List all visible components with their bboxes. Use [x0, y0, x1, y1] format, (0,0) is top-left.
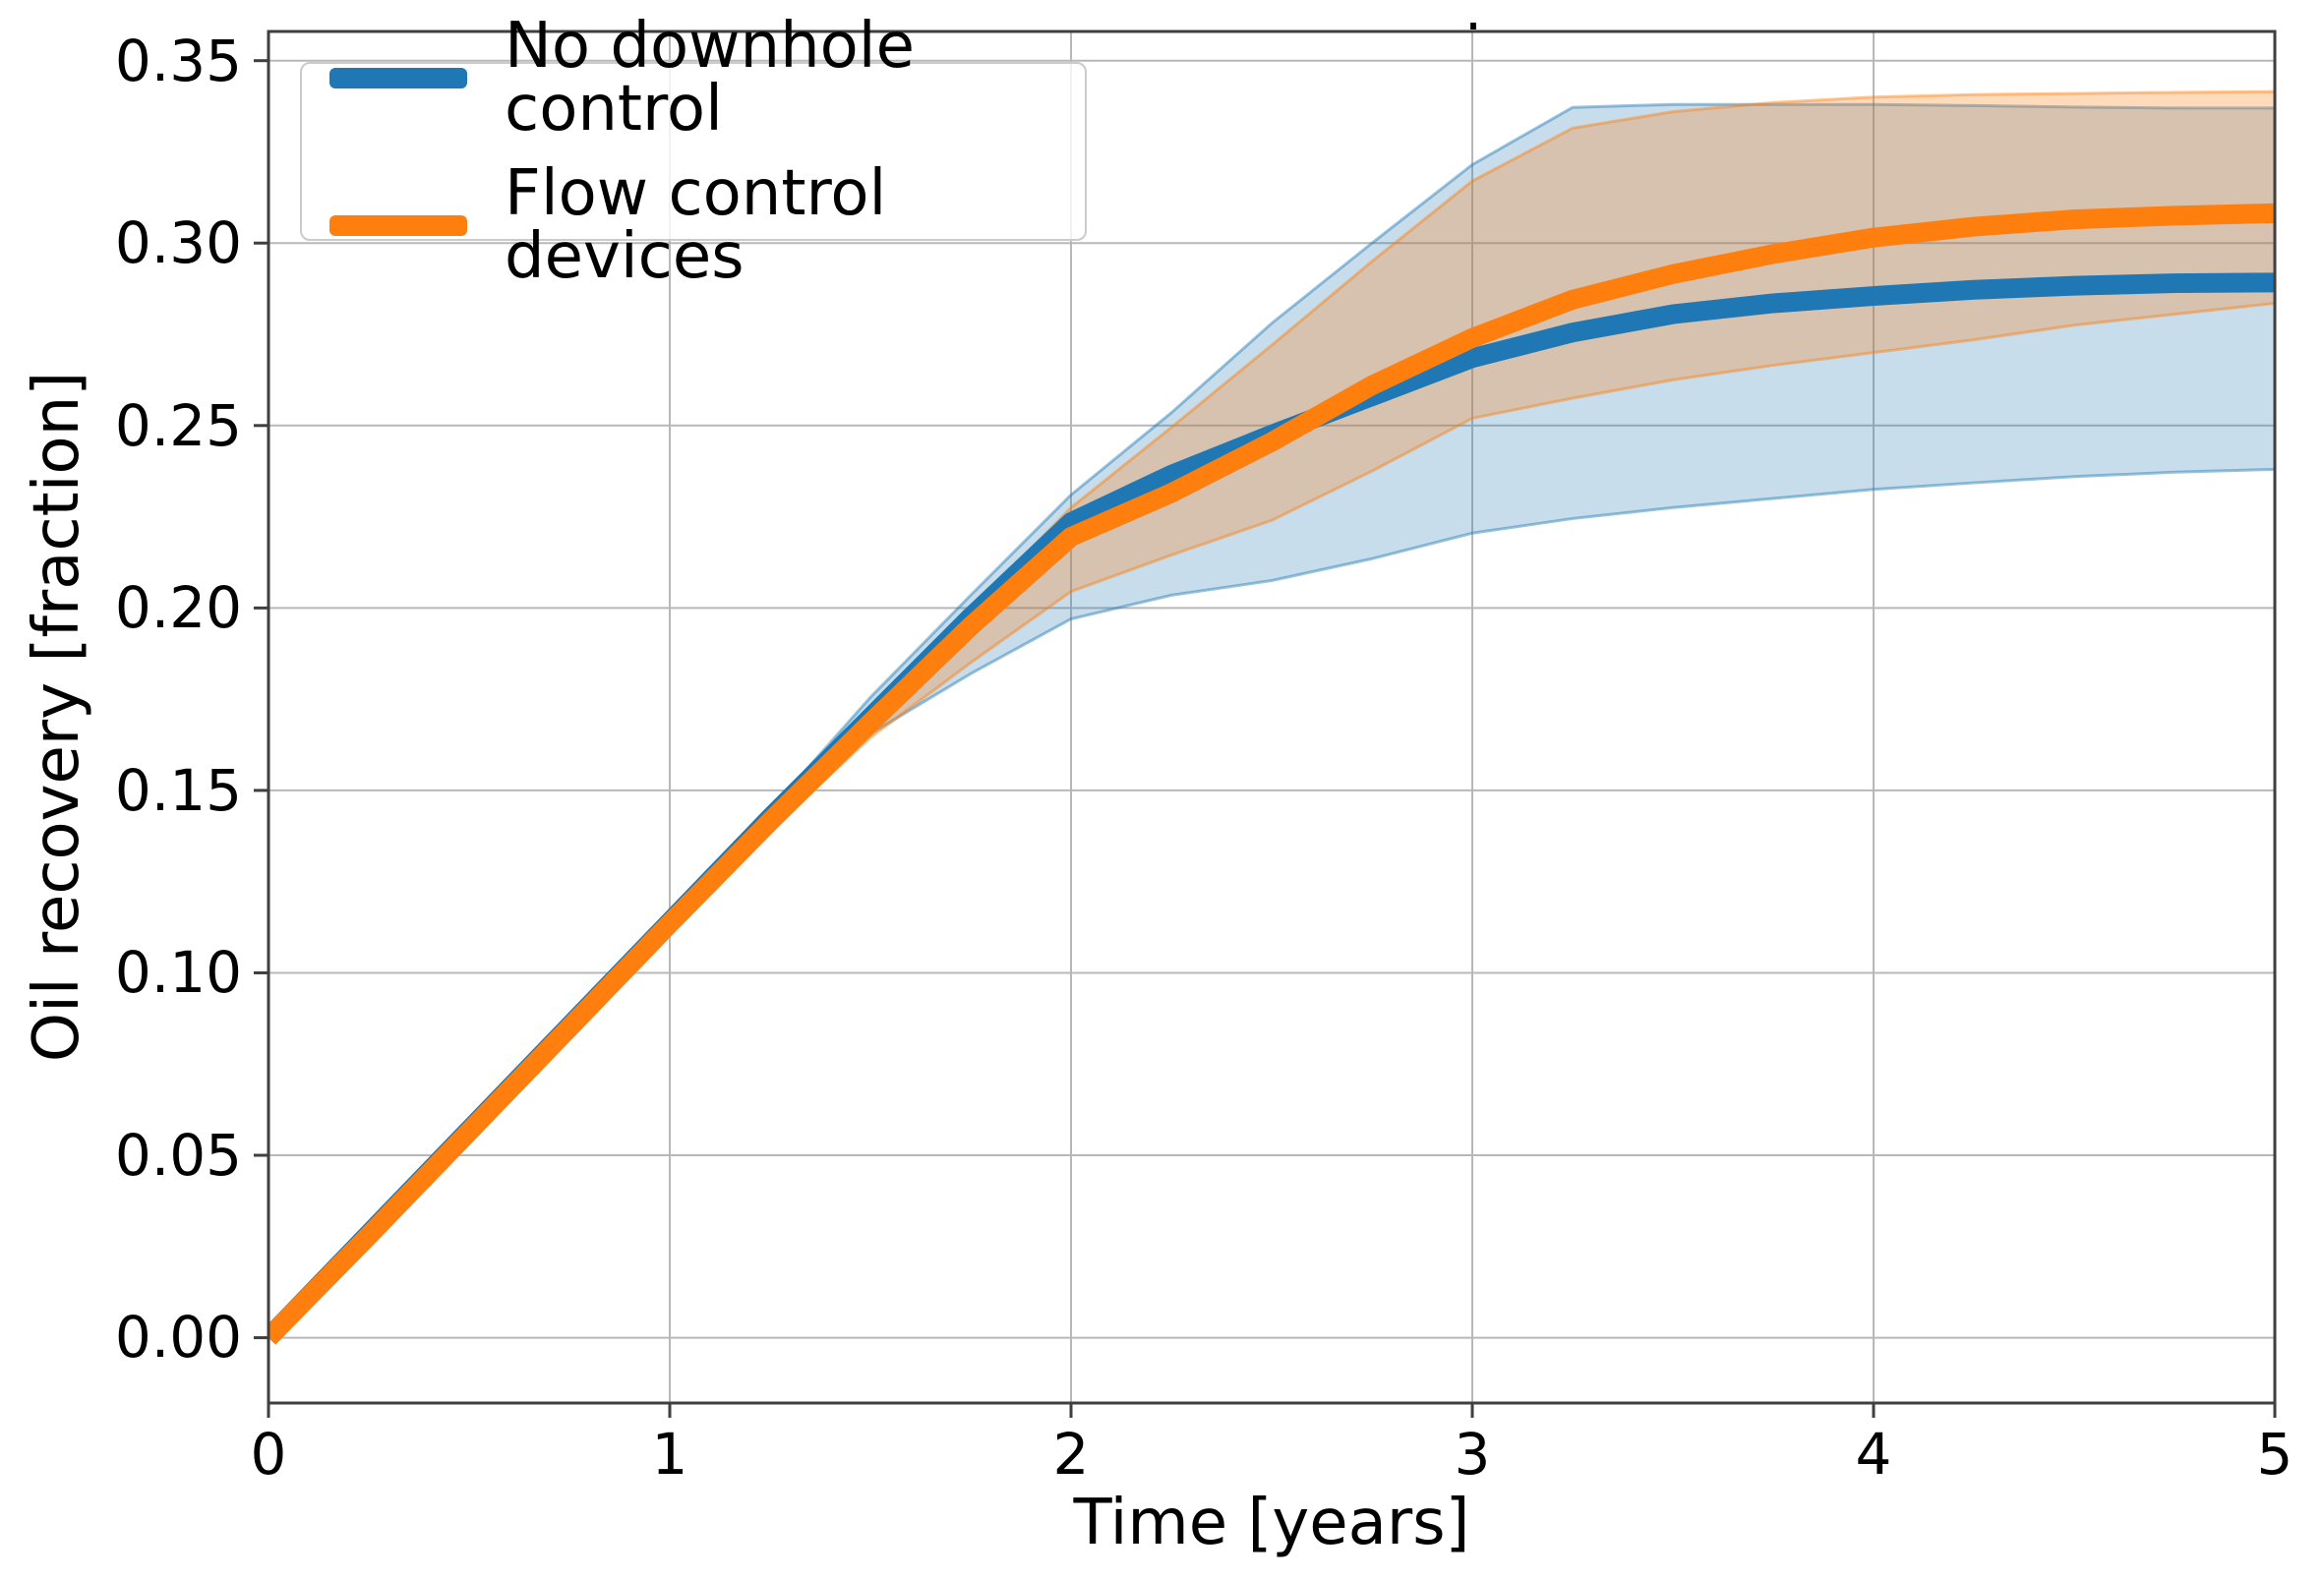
xtick-label: 3 [1454, 1421, 1491, 1488]
plot-title-dot: . [1464, 0, 1482, 43]
x-axis-label: Time [years] [1073, 1487, 1470, 1559]
blue-uncertainty-band [268, 102, 2275, 1339]
xtick-label: 0 [250, 1421, 287, 1488]
ytick-label: 0.30 [114, 209, 242, 276]
legend-item-flow-control-devices: Flow control devices [329, 162, 1085, 288]
ytick-label: 0.35 [114, 27, 242, 94]
xtick-label: 5 [2256, 1421, 2294, 1488]
legend: No downhole control Flow control devices [300, 15, 1087, 288]
orange-line-swatch [329, 214, 467, 236]
ytick-label: 0.20 [114, 574, 242, 641]
xtick-label: 4 [1855, 1421, 1892, 1488]
ytick-label: 0.25 [114, 391, 242, 459]
blue-line-swatch [329, 67, 467, 88]
plot-border [267, 29, 2277, 1405]
orange-mean-line [268, 203, 2275, 1345]
ytick-label: 0.15 [114, 756, 242, 824]
y-axis-label: Oil recovery [fraction] [21, 371, 93, 1063]
axis-ticks [254, 59, 2277, 1418]
legend-label: No downhole control [505, 10, 915, 146]
legend-item-no-downhole-control: No downhole control [329, 15, 1085, 141]
xtick-label: 2 [1052, 1421, 1090, 1488]
xtick-label: 1 [651, 1421, 688, 1488]
ytick-label: 0.00 [114, 1304, 242, 1371]
ytick-label: 0.05 [114, 1121, 242, 1189]
ytick-label: 0.10 [114, 939, 242, 1006]
legend-label: Flow control devices [505, 157, 887, 293]
